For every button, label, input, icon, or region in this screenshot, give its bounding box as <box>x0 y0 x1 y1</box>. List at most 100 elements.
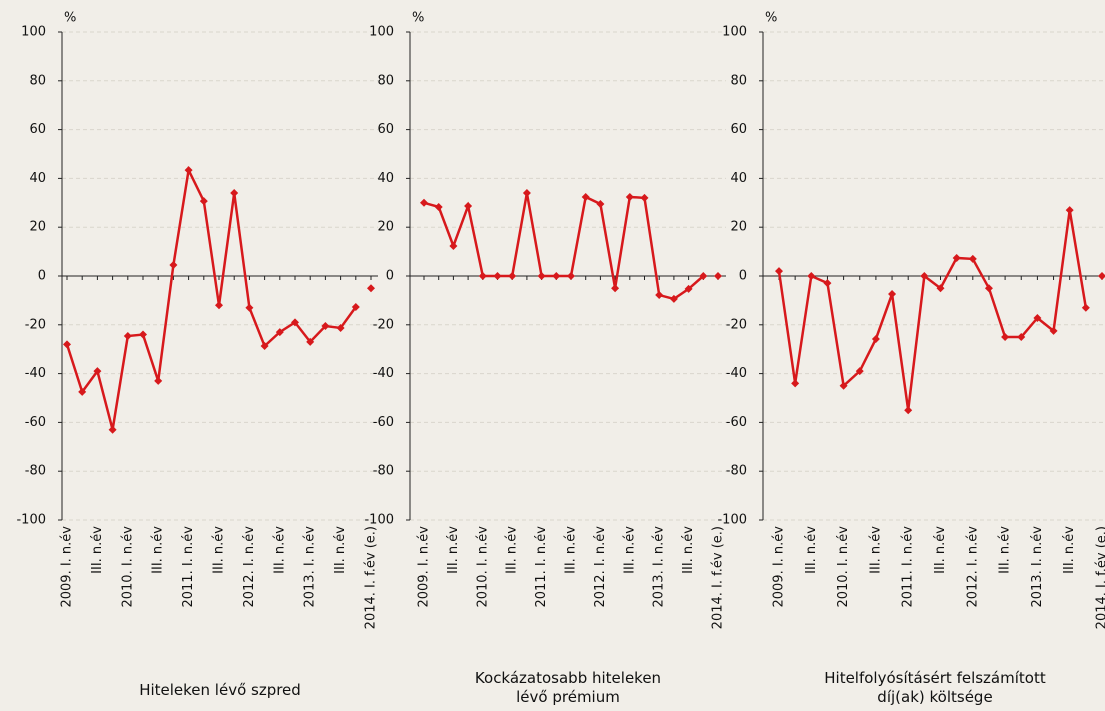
y-tick-label: 0 <box>38 269 46 284</box>
x-tick-label: 2010. I. n.év <box>120 526 135 608</box>
x-tick-label: 2011. I. n.év <box>901 526 916 608</box>
y-tick-label: 20 <box>377 220 394 235</box>
marker <box>275 328 284 337</box>
x-tick-label: 2013. I. n.év <box>1030 526 1045 608</box>
marker <box>1081 303 1090 312</box>
marker <box>464 201 473 210</box>
x-tick-label: III. n.év <box>446 526 461 574</box>
marker <box>1033 313 1042 322</box>
x-tick-label: 2010. I. n.év <box>836 526 851 608</box>
x-tick-label: III. n.év <box>1062 526 1077 574</box>
marker <box>791 379 800 388</box>
x-tick-label: III. n.év <box>272 526 287 574</box>
title-line: Kockázatosabb hiteleken <box>475 669 661 687</box>
y-tick-label: 20 <box>730 220 747 235</box>
x-tick-label: 2011. I. n.év <box>181 526 196 608</box>
marker <box>199 197 208 206</box>
y-tick-label: 40 <box>730 171 747 186</box>
y-tick-label: -40 <box>726 366 747 381</box>
marker <box>493 272 502 280</box>
x-tick-label: III. n.év <box>681 526 696 574</box>
y-tick-label: 60 <box>377 122 394 137</box>
x-tick-label: III. n.év <box>804 526 819 574</box>
marker <box>139 330 147 339</box>
marker <box>968 254 977 263</box>
y-tick-label: 60 <box>29 122 46 137</box>
x-tick-label: III. n.év <box>933 526 948 574</box>
marker <box>434 202 443 211</box>
marker <box>291 318 299 327</box>
x-tick-label: 2014. I. f.év (e.) <box>711 526 726 629</box>
x-tick-label: III. n.év <box>505 526 520 574</box>
marker <box>321 322 330 331</box>
marker <box>684 284 693 293</box>
y-tick-label: -80 <box>373 464 394 479</box>
y-tick-label: -60 <box>726 415 747 430</box>
marker <box>952 253 961 262</box>
line <box>777 209 1088 411</box>
marker <box>552 272 561 280</box>
marker <box>230 189 239 198</box>
y-tick-label: 40 <box>377 171 394 186</box>
marker <box>449 241 458 250</box>
title-line: lévő prémium <box>516 688 620 706</box>
marker <box>351 302 360 311</box>
y-tick-label: -60 <box>25 415 46 430</box>
x-tick-label: 2014. I. f.év (e.) <box>364 526 379 629</box>
marker <box>984 284 993 293</box>
y-tick-label: 100 <box>722 25 747 40</box>
marker <box>567 272 575 280</box>
y-tick-label: 40 <box>29 171 46 186</box>
marker <box>169 261 178 270</box>
x-tick-label: 2010. I. n.év <box>475 526 490 608</box>
marker <box>823 279 832 288</box>
marker <box>184 166 193 175</box>
marker <box>1017 333 1026 341</box>
title-line: díj(ak) költsége <box>877 688 992 706</box>
x-tick-label: 2012. I. n.év <box>965 526 980 608</box>
chart-title: Hiteleken lévő szpred <box>139 681 301 699</box>
x-tick-label: III. n.év <box>868 526 883 574</box>
marker <box>699 272 708 280</box>
marker <box>904 406 913 415</box>
marker <box>775 267 783 276</box>
marker <box>420 198 428 207</box>
y-tick-label: 100 <box>369 25 394 40</box>
x-tick-label: III. n.év <box>564 526 579 574</box>
marker <box>260 342 269 351</box>
y-tick-label: 0 <box>386 269 394 284</box>
y-tick-label: -80 <box>726 464 747 479</box>
x-tick-label: III. n.év <box>90 526 105 574</box>
line <box>423 192 705 301</box>
y-tick-label: 80 <box>730 73 747 88</box>
marker <box>336 323 345 332</box>
y-tick-label: 100 <box>21 25 46 40</box>
x-tick-label: 2009. I. n.év <box>60 526 75 608</box>
x-tick-label: III. n.év <box>622 526 637 574</box>
marker <box>920 272 929 280</box>
x-tick-label: 2013. I. n.év <box>303 526 318 608</box>
y-tick-label: 80 <box>29 73 46 88</box>
marker <box>839 381 848 390</box>
x-tick-label: III. n.év <box>333 526 348 574</box>
y-tick-label: -20 <box>25 317 46 332</box>
y-tick-label: -100 <box>16 513 46 528</box>
y-tick-label: -20 <box>726 317 747 332</box>
marker <box>93 367 102 376</box>
y-tick-label: 20 <box>29 220 46 235</box>
line <box>65 166 357 431</box>
marker <box>367 284 375 293</box>
marker <box>1049 326 1058 335</box>
marker <box>123 332 132 341</box>
marker <box>1098 272 1105 280</box>
x-tick-label: 2009. I. n.év <box>772 526 787 608</box>
marker <box>537 272 546 280</box>
x-tick-label: 2012. I. n.év <box>593 526 608 608</box>
marker <box>855 367 864 376</box>
x-tick-label: 2011. I. n.év <box>534 526 549 608</box>
title-line: Hitelfolyósításért felszámított <box>824 669 1046 687</box>
x-tick-label: III. n.év <box>151 526 166 574</box>
y-tick-label: -80 <box>25 464 46 479</box>
x-tick-label: 2013. I. n.év <box>652 526 667 608</box>
